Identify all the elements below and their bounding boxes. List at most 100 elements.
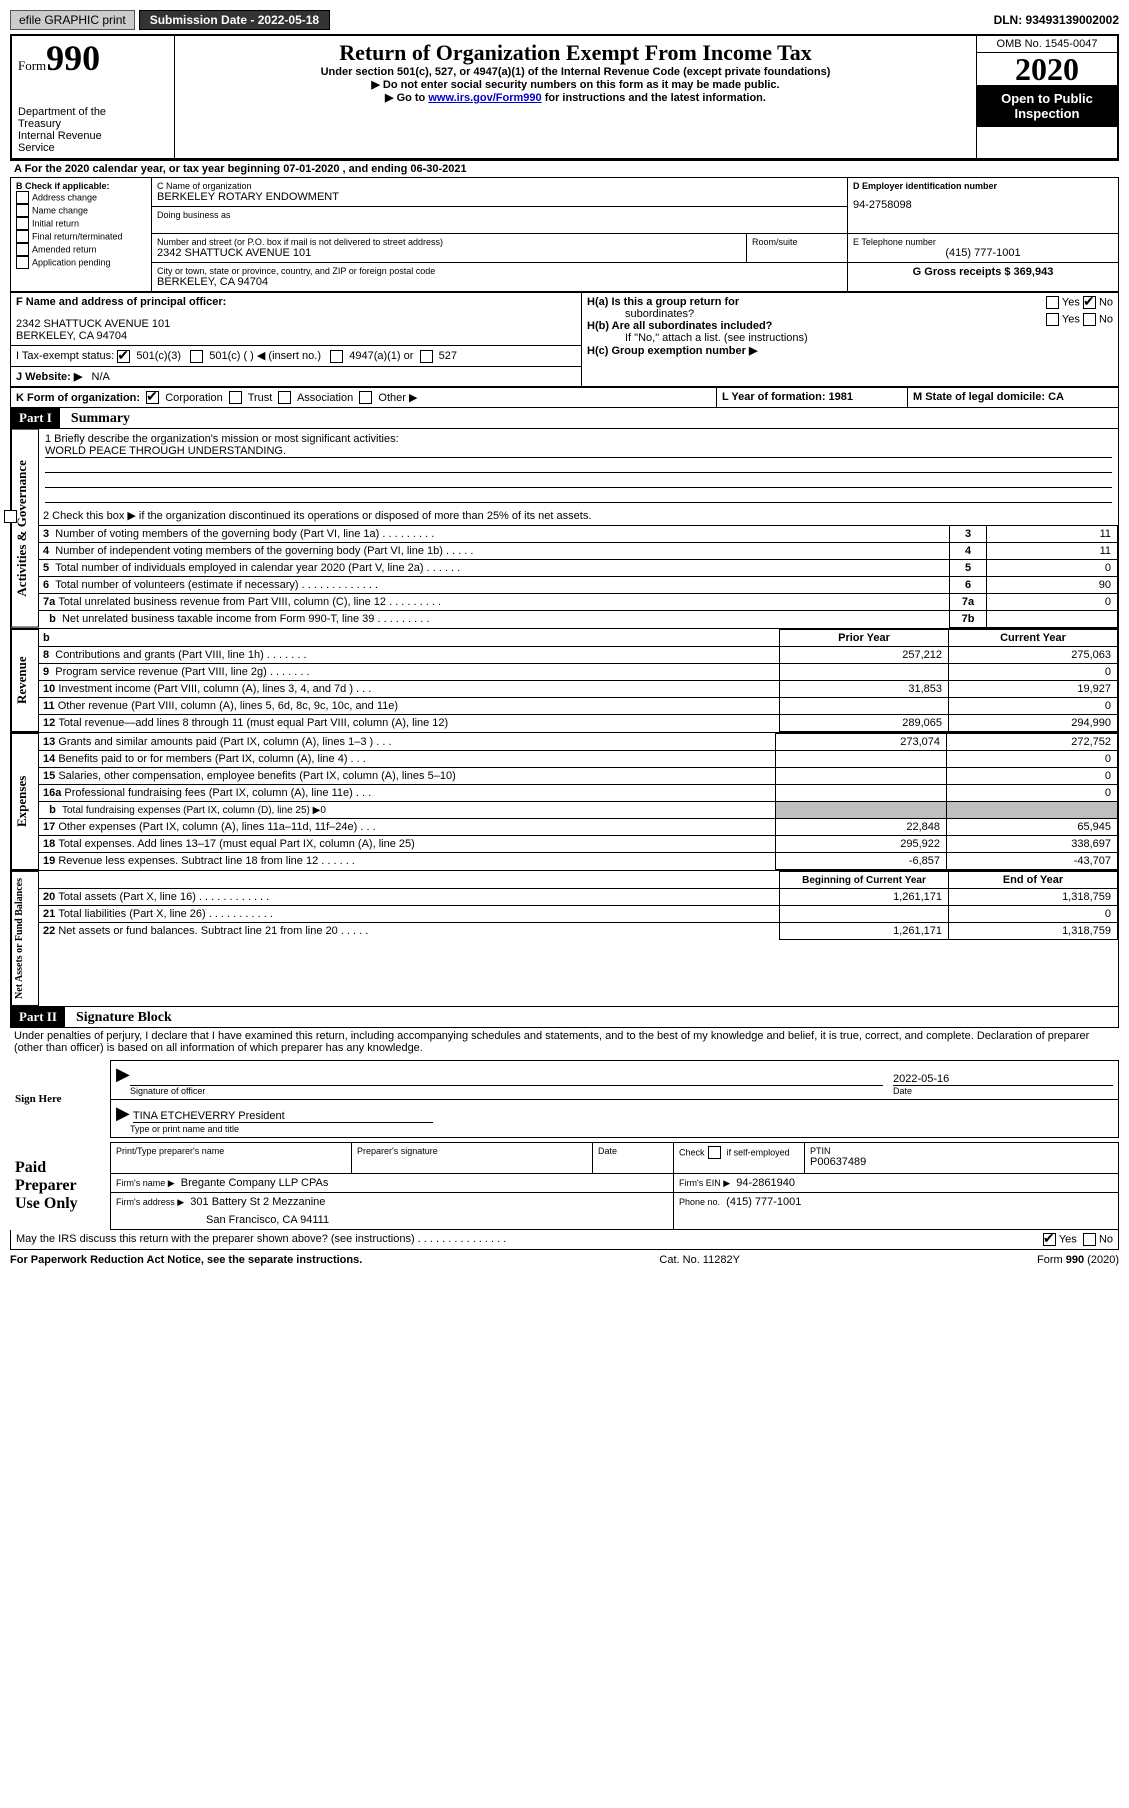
summary-na-table: Beginning of Current Year End of Year 20… [39, 871, 1118, 940]
form-title: Return of Organization Exempt From Incom… [181, 40, 970, 66]
side-netassets: Net Assets or Fund Balances [11, 871, 39, 1006]
g-label: G Gross receipts $ 369,943 [913, 266, 1054, 278]
r7b-t: Net unrelated business taxable income fr… [62, 613, 429, 625]
r10-p: 31,853 [780, 680, 949, 697]
chk-discontinued[interactable] [4, 510, 17, 523]
r9-c: 0 [949, 663, 1118, 680]
r19-t: Revenue less expenses. Subtract line 18 … [58, 855, 355, 867]
chk-pending[interactable] [16, 256, 29, 269]
officer-name-label: Type or print name and title [130, 1124, 1113, 1134]
prep-c3: Date [598, 1146, 668, 1156]
b-note: b [43, 632, 50, 644]
r3-n: 3 [43, 528, 49, 540]
chk-self-employed[interactable] [708, 1146, 721, 1159]
chk-ha-yes[interactable] [1046, 296, 1059, 309]
lbl-trust: Trust [248, 392, 273, 404]
r20-n: 20 [43, 891, 55, 903]
r12-t: Total revenue—add lines 8 through 11 (mu… [58, 717, 448, 729]
chk-discuss-yes[interactable] [1043, 1233, 1056, 1246]
sign-here-label: Sign Here [10, 1060, 111, 1137]
r4-b: 4 [950, 542, 987, 559]
lbl-hb-yes: Yes [1062, 313, 1080, 325]
line-a-text: A For the 2020 calendar year, or tax yea… [14, 163, 467, 175]
r5-t: Total number of individuals employed in … [55, 562, 460, 574]
chk-trust[interactable] [229, 391, 242, 404]
r10-n: 10 [43, 683, 55, 695]
phone-label: Phone no. [679, 1197, 720, 1207]
summary-rev-table: b Prior Year Current Year 8 Contribution… [39, 629, 1118, 732]
discuss-question: May the IRS discuss this return with the… [16, 1233, 1043, 1246]
b-header: B Check if applicable: [16, 181, 110, 191]
i-label: I Tax-exempt status: [16, 350, 114, 362]
firm-addr-label: Firm's address ▶ [116, 1197, 184, 1207]
r21-c: 0 [949, 905, 1118, 922]
curr-hdr: Current Year [949, 629, 1118, 646]
d-label: D Employer identification number [853, 181, 997, 191]
part1-badge: Part I [11, 408, 60, 428]
lbl-hb-no: No [1099, 313, 1113, 325]
dept-line4: Service [18, 142, 55, 154]
irs-link[interactable]: www.irs.gov/Form990 [428, 92, 541, 104]
page-footer: For Paperwork Reduction Act Notice, see … [10, 1254, 1119, 1266]
r18-t: Total expenses. Add lines 13–17 (must eq… [58, 838, 414, 850]
chk-501c3[interactable] [117, 350, 130, 363]
r15-c: 0 [947, 767, 1118, 784]
m-label: M State of legal domicile: CA [913, 391, 1064, 403]
r17-p: 22,848 [776, 818, 947, 835]
r5-b: 5 [950, 559, 987, 576]
r11-n: 11 [43, 700, 55, 712]
hc-label: H(c) Group exemption number ▶ [587, 345, 757, 357]
chk-hb-yes[interactable] [1046, 313, 1059, 326]
chk-initial-return[interactable] [16, 217, 29, 230]
boy-hdr: Beginning of Current Year [780, 871, 949, 888]
prep-c5: PTIN [810, 1146, 1113, 1156]
chk-final-return[interactable] [16, 230, 29, 243]
dept-line2: Treasury [18, 118, 61, 130]
r7b-v [987, 610, 1118, 627]
chk-501c[interactable] [190, 350, 203, 363]
chk-corp[interactable] [146, 391, 159, 404]
firm-ein-label: Firm's EIN ▶ [679, 1178, 730, 1188]
chk-527[interactable] [420, 350, 433, 363]
r6-t: Total number of volunteers (estimate if … [55, 579, 378, 591]
lbl-corp: Corporation [165, 392, 222, 404]
r7a-b: 7a [950, 593, 987, 610]
chk-address-change[interactable] [16, 191, 29, 204]
footer-mid: Cat. No. 11282Y [659, 1254, 740, 1266]
chk-amended[interactable] [16, 243, 29, 256]
tax-year: 2020 [977, 53, 1117, 85]
r14-t: Benefits paid to or for members (Part IX… [58, 753, 366, 765]
mission-blank-3 [45, 488, 1112, 503]
r11-t: Other revenue (Part VIII, column (A), li… [58, 700, 398, 712]
chk-name-change[interactable] [16, 204, 29, 217]
r13-p: 273,074 [776, 733, 947, 750]
r16a-n: 16a [43, 787, 61, 799]
r7a-t: Total unrelated business revenue from Pa… [58, 596, 441, 608]
telephone-value: (415) 777-1001 [853, 247, 1113, 259]
form-subtitle: Under section 501(c), 527, or 4947(a)(1)… [181, 66, 970, 78]
ptin-value: P00637489 [810, 1156, 1113, 1168]
r15-p [776, 767, 947, 784]
side-expenses: Expenses [11, 733, 39, 870]
chk-assoc[interactable] [278, 391, 291, 404]
chk-ha-no[interactable] [1083, 296, 1096, 309]
r13-n: 13 [43, 736, 55, 748]
r18-p: 295,922 [776, 835, 947, 852]
r7a-n: 7a [43, 596, 55, 608]
lbl-address-change: Address change [32, 192, 97, 202]
footer-right: Form 990 (2020) [1037, 1254, 1119, 1266]
open-public-badge: Open to Public Inspection [977, 85, 1117, 127]
prep-c1: Print/Type preparer's name [116, 1146, 346, 1156]
chk-4947[interactable] [330, 350, 343, 363]
r6-v: 90 [987, 576, 1118, 593]
phone-value: (415) 777-1001 [726, 1196, 801, 1208]
chk-hb-no[interactable] [1083, 313, 1096, 326]
lbl-pending: Application pending [32, 257, 111, 267]
dln-label: DLN: 93493139002002 [994, 13, 1119, 27]
lbl-other: Other ▶ [378, 392, 417, 404]
submission-date-button[interactable]: Submission Date - 2022-05-18 [139, 10, 330, 30]
chk-discuss-no[interactable] [1083, 1233, 1096, 1246]
perjury-text: Under penalties of perjury, I declare th… [10, 1028, 1119, 1056]
efile-button[interactable]: efile GRAPHIC print [10, 10, 135, 30]
chk-other[interactable] [359, 391, 372, 404]
